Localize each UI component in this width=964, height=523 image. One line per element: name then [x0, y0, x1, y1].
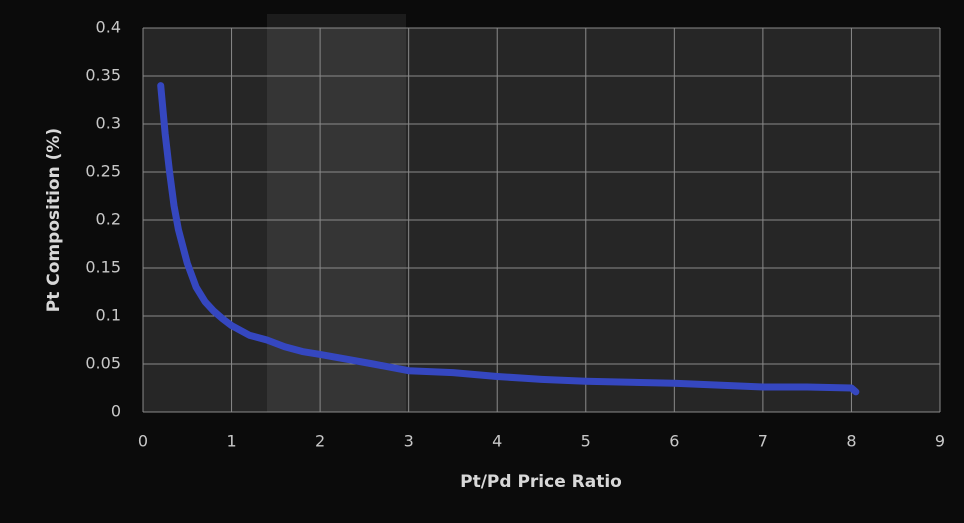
x-tick-label: 5 [581, 432, 591, 451]
x-tick-label: 3 [404, 432, 414, 451]
y-tick-label: 0 [111, 402, 121, 421]
x-tick-label: 0 [138, 432, 148, 451]
x-tick-label: 1 [226, 432, 236, 451]
x-axis-title: Pt/Pd Price Ratio [460, 472, 622, 492]
highlight-band [267, 14, 406, 412]
y-tick-label: 0.25 [85, 162, 121, 181]
x-tick-label: 4 [492, 432, 502, 451]
x-tick-label: 2 [315, 432, 325, 451]
y-tick-label: 0.3 [96, 114, 121, 133]
data-line [157, 82, 860, 396]
y-tick-label: 0.2 [96, 210, 121, 229]
x-tick-label: 8 [846, 432, 856, 451]
y-tick-label: 0.4 [96, 18, 121, 37]
y-axis-title: Pt Composition (%) [44, 128, 64, 312]
y-tick-label: 0.35 [85, 66, 121, 85]
x-tick-label: 7 [758, 432, 768, 451]
y-tick-label: 0.15 [85, 258, 121, 277]
y-tick-label: 0.05 [85, 354, 121, 373]
y-tick-label: 0.1 [96, 306, 121, 325]
x-tick-label: 6 [669, 432, 679, 451]
x-tick-label: 9 [935, 432, 945, 451]
